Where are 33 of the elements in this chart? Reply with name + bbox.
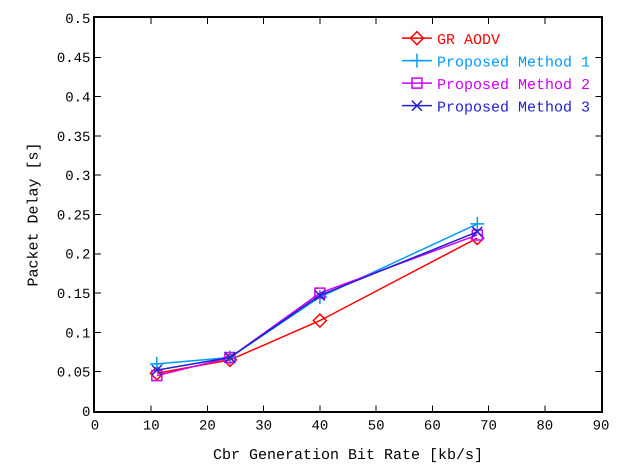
y-tick-label: 0.25	[56, 208, 90, 224]
point	[472, 229, 484, 241]
legend-label: Proposed Method 2	[436, 77, 590, 94]
point	[472, 226, 484, 238]
y-tick-label: 0.4	[65, 90, 90, 106]
y-axis-title: Packet Delay [s]	[26, 142, 43, 287]
y-tick-label: 0.45	[56, 51, 90, 68]
y-tick-label: 0.05	[56, 366, 90, 382]
y-tick-label: 0.1	[65, 326, 90, 342]
y-tick-label: 0.5	[65, 12, 90, 28]
y-tick-label: 0	[82, 404, 90, 421]
point	[312, 313, 328, 328]
x-tick-label: 90	[592, 418, 610, 435]
x-tick-label: 40	[311, 418, 328, 435]
x-tick-label: 30	[255, 418, 272, 435]
y-tick-label: 0.3	[65, 169, 90, 186]
x-tick-label: 50	[368, 418, 385, 435]
x-tick-label: 70	[480, 418, 497, 435]
legend-label: Proposed Method 3	[436, 100, 590, 117]
x-axis-title: Cbr Generation Bit Rate [kb/s]	[212, 447, 484, 464]
point	[150, 366, 164, 381]
y-tick-label: 0.35	[56, 130, 90, 146]
y-tick-label: 0.15	[56, 287, 90, 303]
x-tick-label: 60	[424, 418, 441, 435]
point	[470, 216, 486, 232]
x-tick-label: 80	[536, 418, 554, 435]
legend-label: Proposed Method 1	[436, 54, 590, 72]
point	[314, 290, 326, 302]
y-tick-label: 0.2	[65, 248, 90, 264]
x-tick-label: 10	[142, 418, 160, 435]
point	[314, 287, 326, 299]
legend-label: GR AODV	[436, 32, 500, 50]
x-tick-label: 20	[199, 418, 216, 435]
